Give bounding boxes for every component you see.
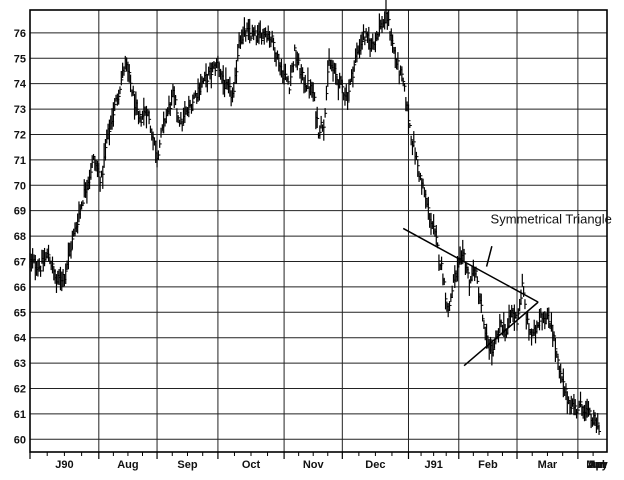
- y-tick-label: 63: [14, 358, 26, 370]
- x-tick-label: Aug: [117, 459, 138, 471]
- x-tick-label: Feb: [478, 459, 498, 471]
- plot-frame: [29, 9, 608, 453]
- grid: [30, 10, 607, 452]
- y-tick-label: 76: [14, 28, 26, 40]
- x-tick-label: May: [586, 459, 608, 471]
- y-tick-label: 71: [14, 155, 26, 167]
- axis-ticks: [29, 452, 594, 459]
- y-tick-label: 64: [14, 333, 27, 345]
- y-tick-label: 60: [14, 434, 26, 446]
- x-tick-label: Mar: [538, 459, 558, 471]
- y-tick-label: 66: [14, 282, 26, 294]
- upper-trendline: [402, 227, 539, 303]
- annotation-label: Symmetrical Triangle: [491, 211, 612, 226]
- x-tick-label: Dec: [365, 459, 385, 471]
- y-tick-label: 72: [14, 129, 26, 141]
- y-tick-label: 70: [14, 180, 26, 192]
- y-tick-label: 68: [14, 231, 26, 243]
- x-tick-label: Oct: [242, 459, 261, 471]
- y-tick-label: 74: [14, 79, 27, 91]
- x-tick-label: Jul: [589, 459, 605, 471]
- price-bars: [29, 0, 602, 435]
- y-tick-label: 75: [14, 53, 26, 65]
- y-tick-label: 69: [14, 206, 26, 218]
- annotation-pointer: [485, 246, 493, 267]
- y-tick-label: 67: [14, 256, 26, 268]
- triangle-pattern: [402, 227, 539, 367]
- x-tick-label: Sep: [177, 459, 197, 471]
- y-axis-labels: 60 61 62 63 64 65 66 67 68 69 70 71 72 73 74 75 76: [14, 28, 27, 446]
- x-tick-label: J91: [424, 459, 442, 471]
- y-tick-label: 73: [14, 104, 26, 116]
- x-tick-label: Apr: [588, 459, 608, 471]
- lower-trendline: [463, 301, 539, 367]
- y-tick-label: 65: [14, 307, 26, 319]
- y-tick-label: 61: [14, 409, 26, 421]
- x-tick-label: Nov: [303, 459, 325, 471]
- x-tick-label: Jun: [587, 459, 607, 471]
- x-tick-label: J90: [55, 459, 73, 471]
- y-tick-label: 62: [14, 383, 26, 395]
